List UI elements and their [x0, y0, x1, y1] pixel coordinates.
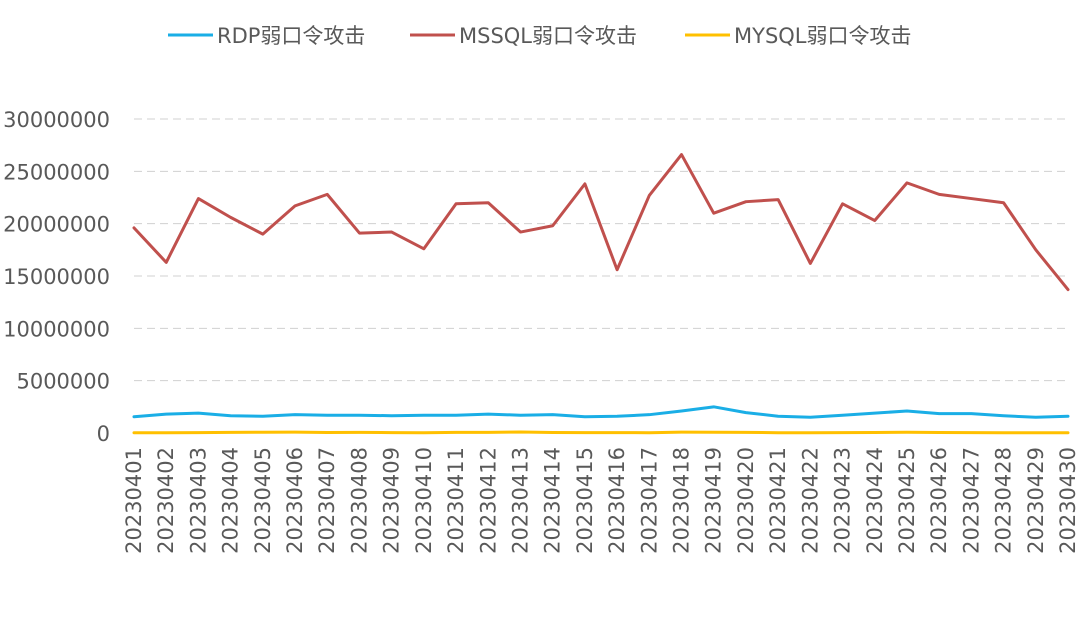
y-tick-label: 30000000 [3, 108, 110, 132]
x-tick-label: 20230426 [927, 447, 951, 554]
x-tick-label: 20230429 [1024, 447, 1048, 554]
y-tick-label: 10000000 [3, 317, 110, 341]
x-tick-label: 20230414 [541, 447, 565, 554]
x-tick-label: 20230408 [347, 447, 371, 554]
x-tick-label: 20230427 [959, 447, 983, 554]
x-tick-label: 20230407 [315, 447, 339, 554]
y-tick-label: 25000000 [3, 160, 110, 184]
x-tick-label: 20230405 [251, 447, 275, 554]
y-axis: 0 5000000 10000000 15000000 20000000 25000000… [3, 108, 110, 446]
x-axis: 20230401 20230402 20230403 20230404 20230405… [122, 432, 1080, 554]
x-tick-label: 20230413 [508, 447, 532, 554]
y-tick-label: 0 [97, 422, 110, 446]
x-tick-label: 20230416 [605, 447, 629, 554]
x-tick-label: 20230406 [283, 447, 307, 554]
x-tick-label: 20230403 [186, 447, 210, 554]
x-tick-label: 20230415 [573, 447, 597, 554]
legend: RDP弱口令攻击 MSSQL弱口令攻击 MYSQL弱口令攻击 [168, 24, 912, 48]
x-tick-label: 20230424 [863, 447, 887, 554]
x-tick-label: 20230430 [1056, 447, 1080, 554]
x-tick-label: 20230419 [702, 447, 726, 554]
series-line-2 [132, 430, 1070, 435]
x-tick-label: 20230422 [798, 447, 822, 554]
series-lines [132, 153, 1070, 435]
x-tick-label: 20230412 [476, 447, 500, 554]
series-line-1 [132, 153, 1070, 292]
y-tick-label: 5000000 [16, 370, 110, 394]
x-tick-label: 20230411 [444, 447, 468, 554]
legend-label-1: MSSQL弱口令攻击 [459, 24, 637, 48]
x-tick-label: 20230420 [734, 447, 758, 554]
x-tick-label: 20230409 [380, 447, 404, 554]
legend-label-0: RDP弱口令攻击 [217, 24, 365, 48]
x-tick-label: 20230417 [637, 447, 661, 554]
x-tick-label: 20230404 [219, 447, 243, 554]
x-tick-label: 20230423 [831, 447, 855, 554]
x-tick-label: 20230421 [766, 447, 790, 554]
y-tick-label: 15000000 [3, 265, 110, 289]
gridlines [134, 118, 1068, 382]
x-tick-label: 20230410 [412, 447, 436, 554]
x-tick-label: 20230402 [154, 447, 178, 554]
x-tick-label: 20230418 [670, 447, 694, 554]
x-tick-label: 20230425 [895, 447, 919, 554]
series-line-0 [132, 405, 1070, 419]
y-tick-label: 20000000 [3, 213, 110, 237]
legend-label-2: MYSQL弱口令攻击 [734, 24, 912, 48]
x-tick-label: 20230401 [122, 447, 146, 554]
x-tick-label: 20230428 [992, 447, 1016, 554]
